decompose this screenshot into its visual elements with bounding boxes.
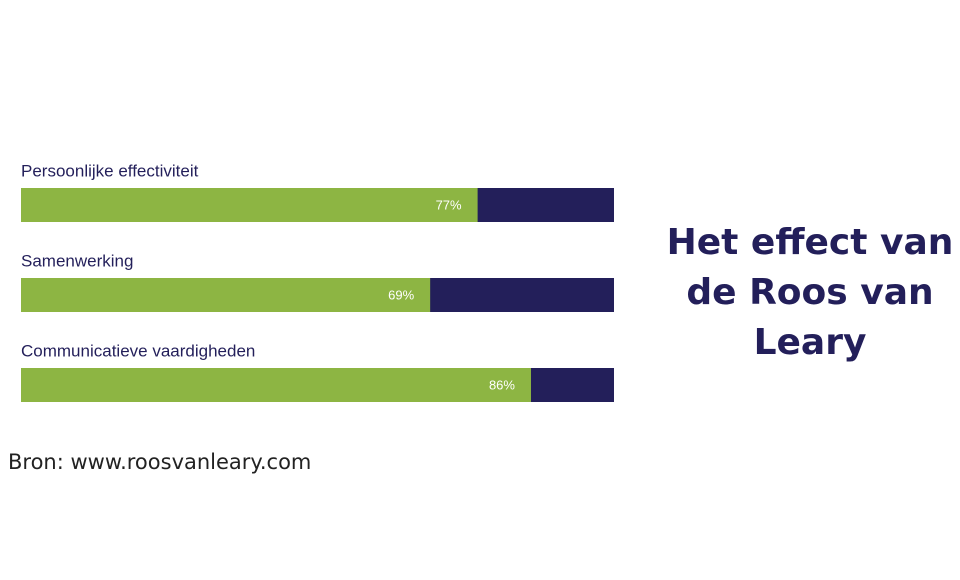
source-note: Bron: www.roosvanleary.com: [8, 450, 312, 474]
bar: [21, 368, 531, 402]
bar: [21, 188, 478, 222]
category-label: Persoonlijke effectiviteit: [21, 161, 199, 180]
category-label: Samenwerking: [21, 251, 133, 270]
chart-title: Het effect van de Roos van Leary: [666, 222, 954, 363]
category-label: Communicatieve vaardigheden: [21, 341, 255, 360]
value-label: 69%: [388, 287, 414, 302]
bar: [21, 278, 431, 312]
value-label: 77%: [436, 197, 462, 212]
chart: Persoonlijke effectiviteit 77% Samenwerkin…: [21, 161, 614, 402]
value-label: 86%: [489, 377, 515, 392]
